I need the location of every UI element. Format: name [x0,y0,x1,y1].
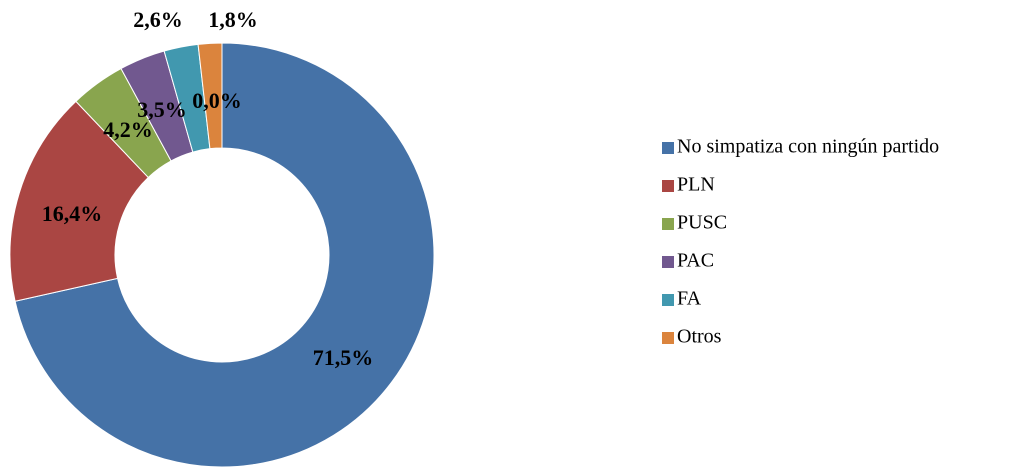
value-label: 71,5% [313,345,374,370]
legend-label: PUSC [677,212,727,234]
legend-label: FA [677,288,702,310]
legend-swatch [662,142,674,154]
legend-label: PLN [677,174,715,196]
value-label: 3,5% [137,97,187,122]
slice [14,42,435,468]
legend-label: No simpatiza con ningún partido [677,136,939,158]
slice [197,42,223,150]
value-label: 0,0% [192,88,242,113]
legend-label: Otros [677,326,722,348]
legend-swatch [662,256,674,268]
legend-swatch [662,294,674,306]
value-label: 16,4% [42,201,103,226]
value-label: 2,6% [133,7,183,32]
legend-swatch [662,180,674,192]
value-label: 4,2% [103,117,153,142]
legend-label: PAC [677,250,714,272]
slice [9,100,149,302]
value-label: 1,8% [208,7,258,32]
legend-swatch [662,218,674,230]
legend-swatch [662,332,674,344]
